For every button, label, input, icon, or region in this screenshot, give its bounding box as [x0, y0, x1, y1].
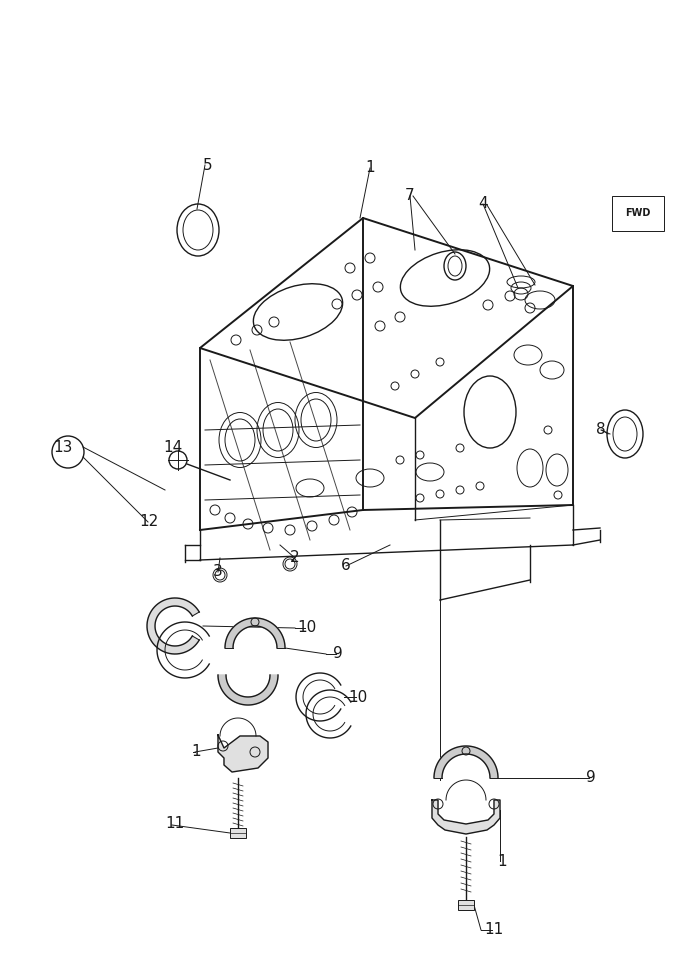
Text: 1: 1	[365, 160, 375, 176]
Text: 11: 11	[484, 923, 504, 937]
Text: 10: 10	[298, 620, 317, 636]
Text: 7: 7	[405, 188, 415, 204]
Polygon shape	[225, 618, 285, 648]
Polygon shape	[147, 598, 199, 654]
Text: 10: 10	[349, 690, 368, 704]
Text: 14: 14	[163, 440, 183, 456]
Text: 5: 5	[203, 157, 213, 173]
Text: 13: 13	[53, 440, 72, 456]
Text: 2: 2	[290, 551, 300, 565]
Text: 12: 12	[139, 514, 158, 528]
Text: 3: 3	[213, 564, 223, 580]
Polygon shape	[432, 800, 500, 834]
Bar	[230, 828, 246, 838]
Text: 1: 1	[191, 745, 200, 759]
Text: 4: 4	[478, 196, 488, 212]
Bar	[458, 900, 474, 910]
Text: 9: 9	[586, 771, 596, 785]
Text: FWD: FWD	[626, 209, 650, 218]
Polygon shape	[218, 735, 268, 772]
Polygon shape	[434, 746, 498, 778]
Polygon shape	[218, 675, 278, 705]
Text: 6: 6	[341, 558, 351, 574]
Text: 8: 8	[596, 422, 606, 438]
Text: 11: 11	[165, 816, 185, 832]
Text: 1: 1	[497, 854, 507, 868]
Text: 9: 9	[333, 646, 343, 662]
